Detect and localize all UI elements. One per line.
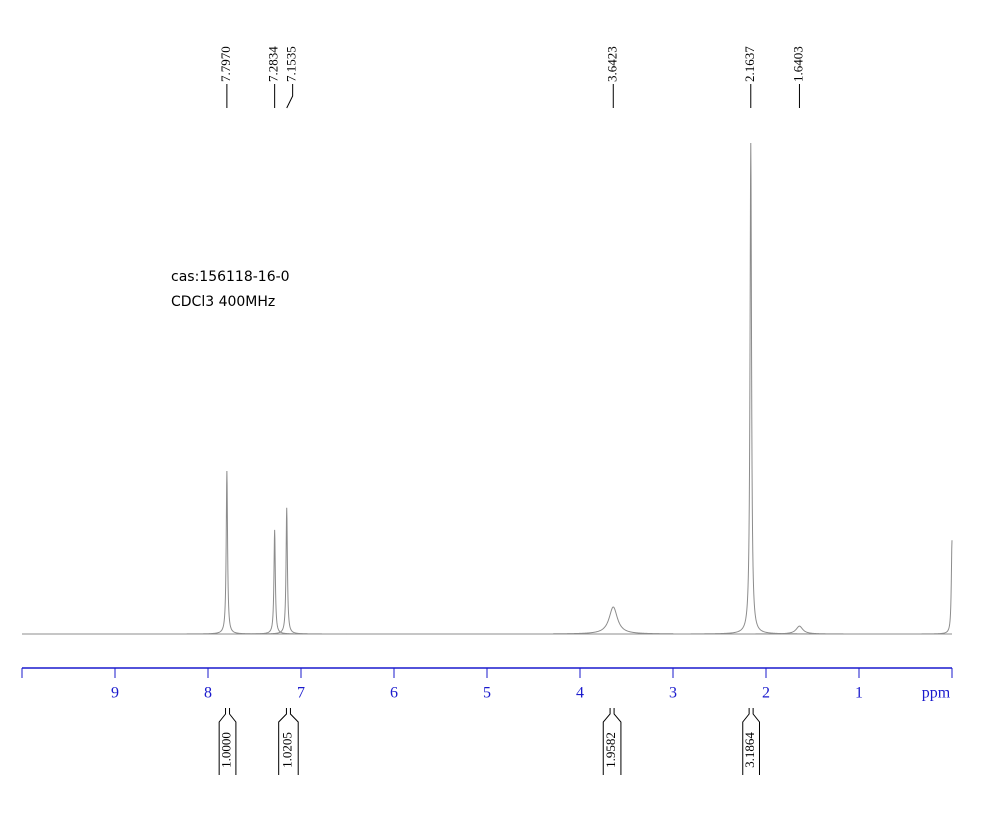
integral-bracket [742, 708, 760, 775]
integral-label: 3.1864 [742, 732, 757, 768]
peak [166, 470, 287, 635]
peak [226, 507, 347, 635]
x-tick-label: 3 [669, 685, 677, 702]
integral-bracket [278, 708, 299, 775]
peak [214, 529, 335, 635]
x-axis-label: ppm [922, 685, 951, 702]
x-tick-label: 1 [855, 685, 863, 702]
x-tick-label: 7 [297, 685, 305, 702]
peak-label: 2.1637 [742, 46, 757, 82]
x-tick-label: 6 [390, 685, 398, 702]
peak [739, 625, 860, 635]
integral-label: 1.9582 [603, 732, 618, 768]
integral-bracket [602, 708, 622, 775]
peak [690, 142, 811, 635]
x-tick-label: 5 [483, 685, 491, 702]
integral-label: 1.0205 [279, 732, 294, 768]
peak-label: 7.7970 [218, 46, 233, 82]
x-tick-label: 2 [762, 685, 770, 702]
integral-bracket [218, 708, 237, 775]
x-tick-label: 4 [576, 685, 584, 702]
x-tick-label: 9 [111, 685, 119, 702]
annotation: CDCl3 400MHz [171, 294, 275, 310]
peak-connector [286, 84, 294, 109]
peak-label: 7.1535 [284, 46, 299, 82]
peak-label: 3.6423 [604, 46, 619, 82]
annotation: cas:156118-16-0 [171, 269, 290, 285]
integral-label: 1.0000 [219, 732, 234, 768]
peak [553, 606, 674, 635]
peak-label: 1.6403 [790, 46, 805, 82]
x-tick-label: 8 [204, 685, 212, 702]
peak-label: 7.2834 [266, 46, 281, 82]
peak [892, 540, 953, 635]
